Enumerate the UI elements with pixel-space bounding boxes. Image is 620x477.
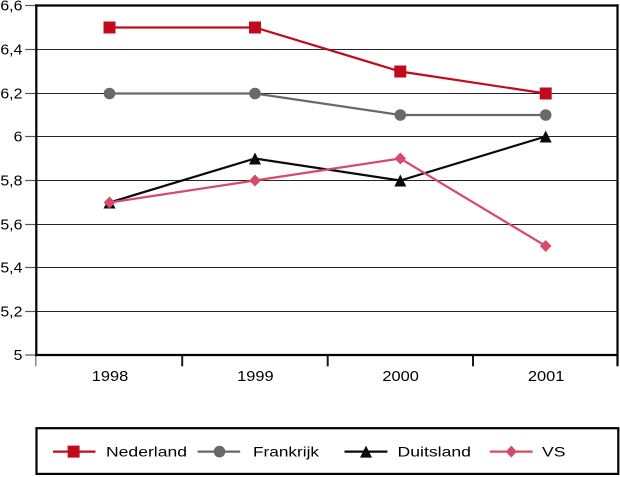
svg-text:6,6: 6,6 — [0, 0, 22, 15]
svg-text:2000: 2000 — [382, 368, 419, 385]
svg-text:Frankrijk: Frankrijk — [253, 444, 320, 460]
svg-text:5,6: 5,6 — [0, 218, 22, 234]
svg-text:1999: 1999 — [237, 368, 274, 385]
svg-text:Duitsland: Duitsland — [398, 444, 472, 460]
svg-text:Nederland: Nederland — [106, 444, 187, 460]
svg-text:2001: 2001 — [528, 368, 565, 385]
svg-text:5,4: 5,4 — [0, 261, 22, 277]
svg-text:6: 6 — [14, 130, 23, 146]
svg-text:6,4: 6,4 — [0, 43, 22, 59]
svg-text:5,2: 5,2 — [0, 305, 22, 321]
svg-text:6,2: 6,2 — [0, 87, 22, 103]
svg-text:1998: 1998 — [92, 368, 129, 385]
svg-text:5,8: 5,8 — [0, 174, 22, 190]
svg-text:5: 5 — [14, 348, 23, 364]
svg-text:VS: VS — [542, 444, 566, 460]
